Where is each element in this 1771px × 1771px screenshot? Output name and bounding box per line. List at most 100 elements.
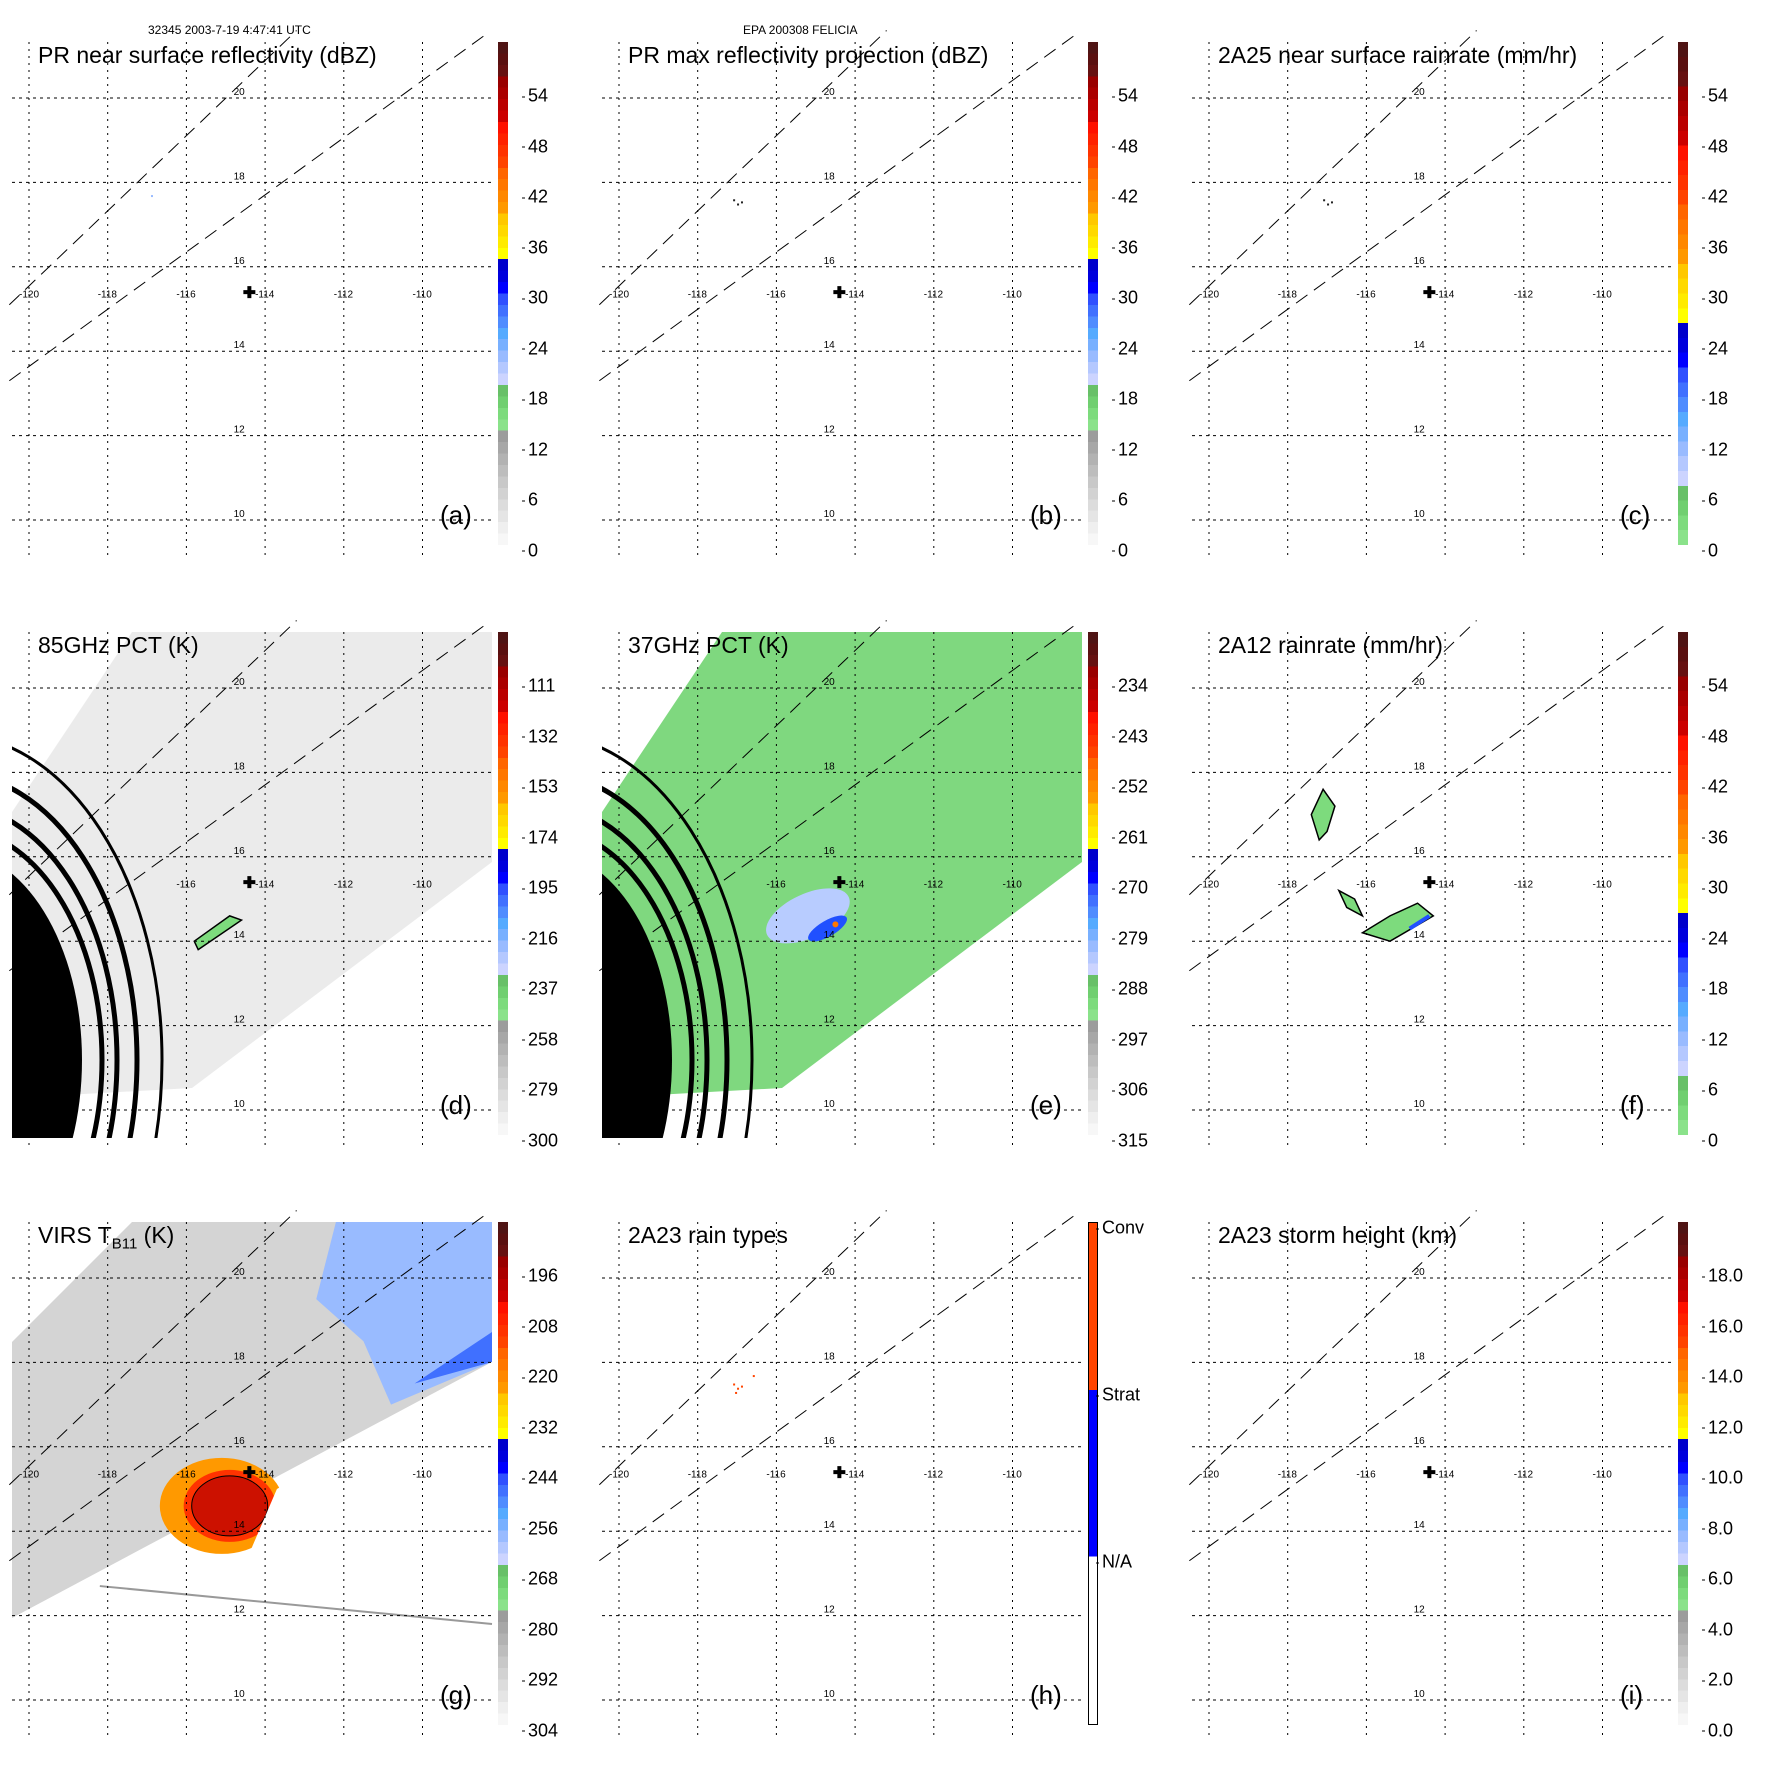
colorbar-tick-label: 42	[1111, 186, 1139, 207]
lat-tick-label: 10	[234, 1099, 246, 1110]
lon-tick-label: -116	[1356, 289, 1376, 300]
swath-area	[12, 632, 492, 1098]
lon-tick-label: -118	[98, 289, 118, 300]
storm-center-marker	[1423, 1466, 1436, 1479]
colorbar-tick-label: 30	[521, 287, 549, 308]
colorbar-tick-label: 18	[1111, 388, 1139, 409]
colorbar-tick-label: 0	[1701, 1130, 1719, 1150]
lon-tick-label: -120	[1199, 1469, 1219, 1480]
colorbar-tick-label: 270	[1111, 877, 1149, 898]
lon-tick-label: -116	[766, 1469, 786, 1480]
storm-center-marker	[833, 286, 846, 299]
lat-tick-label: 14	[234, 340, 246, 351]
colorbar-tick-label: 300	[521, 1130, 559, 1150]
panel-title: PR near surface reflectivity (dBZ)	[38, 42, 377, 68]
swath-edge	[9, 34, 486, 382]
colorbar-tick-label: 54	[1111, 85, 1139, 106]
colorbar-tick-label: 216	[521, 928, 559, 948]
lat-tick-label: 18	[234, 171, 246, 182]
colorbar-tick-label: 6	[1111, 489, 1129, 510]
lon-tick-label: -120	[19, 289, 39, 300]
lon-tick-label: -112	[1514, 1469, 1534, 1480]
colorbar-tick-label: 174	[521, 827, 559, 847]
storm-center-marker	[243, 876, 256, 889]
lon-tick-label: -118	[1278, 1469, 1298, 1480]
cold-region	[766, 888, 850, 944]
lat-tick-label: 20	[1414, 87, 1426, 98]
lon-tick-label: -118	[1278, 879, 1298, 890]
colorbar-tick-label: 6	[1701, 1079, 1719, 1100]
panel-e: -116 -114 -112 -110 20 18 16 14 12 10 37GHz PCT (K…	[590, 590, 1180, 1180]
lon-tick-label: -112	[334, 1469, 354, 1480]
colorbar-tick-label: 12.0	[1701, 1417, 1744, 1437]
colorbar-tick-label: 280	[521, 1619, 559, 1639]
colorbar	[1678, 42, 1688, 545]
colorbar-tick-label: 132	[521, 726, 559, 746]
colorbar-tick-label: 36	[1701, 237, 1729, 257]
lon-tick-label: -110	[1593, 289, 1613, 300]
lat-tick-label: 14	[1414, 930, 1426, 941]
lat-tick-label: 18	[234, 761, 246, 772]
swath-edge	[598, 30, 887, 306]
colorbar-tick-label: 30	[1701, 877, 1729, 898]
swath-edge	[8, 620, 297, 896]
colorbar-tick-label: 24	[1111, 338, 1139, 358]
lon-tick-label: -112	[924, 289, 944, 300]
lat-tick-label: 10	[824, 1099, 836, 1110]
lon-tick-label: -116	[176, 879, 196, 890]
colorbar-tick-label: 304	[521, 1720, 559, 1740]
colorbar-tick-label: 243	[1111, 726, 1149, 746]
lat-tick-label: 16	[824, 256, 836, 267]
lat-tick-label: 16	[1414, 1436, 1426, 1447]
colorbar-tick-label: 36	[1111, 237, 1139, 257]
lon-tick-label: -116	[176, 1469, 196, 1480]
lat-tick-label: 10	[234, 509, 246, 520]
colorbar-tick-label: 153	[521, 776, 559, 797]
colorbar-tick-label: 54	[1701, 675, 1729, 696]
lon-tick-label: -114	[255, 289, 275, 300]
colorbar-tick-label: 16.0	[1701, 1316, 1744, 1336]
swath-edge	[1189, 1214, 1666, 1562]
colorbar-tick-label: 48	[1111, 136, 1139, 156]
lat-tick-label: 20	[1414, 1267, 1426, 1278]
colorbar-tick-label: 24	[1701, 338, 1729, 358]
lat-tick-label: 12	[234, 425, 246, 436]
lon-tick-label: -114	[845, 879, 865, 890]
colorbar-tick-label: 48	[1701, 136, 1729, 156]
lon-tick-label: -116	[1356, 879, 1376, 890]
echo-pixel	[737, 203, 740, 206]
lat-tick-label: 14	[234, 1520, 246, 1531]
colorbar-tick-label: 48	[1701, 726, 1729, 746]
colorbar	[498, 42, 508, 545]
conv-pixel	[733, 1383, 736, 1386]
map-f: -120 -118 -116 -114 -112 -110 20 18 16 14 12 10	[1188, 620, 1672, 1146]
colorbar-tick-label: 6	[521, 489, 539, 510]
panel-b: -120 -118 -116 -114 -112 -110 20 18 16 14 12 10 PR m…	[590, 0, 1180, 590]
panel-h: -120 -118 -116 -114 -112 -110 20 18 16 14 12 10 2A23…	[590, 1180, 1180, 1770]
colorbar-tick-label: 12	[521, 439, 549, 459]
rain-patch	[1337, 888, 1365, 918]
lon-tick-label: -112	[1514, 879, 1534, 890]
lat-tick-label: 12	[1414, 425, 1426, 436]
lon-tick-label: -120	[609, 1469, 629, 1480]
panel-f: -120 -118 -116 -114 -112 -110 20 18 16 14 12 10 2A12…	[1180, 590, 1770, 1180]
storm-center-marker	[1423, 876, 1436, 889]
colorbar-tick-label: 30	[1111, 287, 1139, 308]
panel-title: 37GHz PCT (K)	[628, 632, 789, 658]
colorbar-tick-label: 232	[521, 1417, 559, 1437]
lon-tick-label: -114	[1435, 289, 1455, 300]
panel-label: (a)	[440, 500, 472, 530]
storm-center-marker	[243, 286, 256, 299]
lat-tick-label: 12	[824, 425, 836, 436]
lon-tick-label: -114	[845, 289, 865, 300]
panel-title: 2A23 rain types	[628, 1222, 788, 1248]
colorbar-tick-label: 244	[521, 1467, 559, 1488]
lon-tick-label: -112	[924, 1469, 944, 1480]
lon-tick-label: -118	[688, 1469, 708, 1480]
lat-tick-label: 20	[234, 87, 246, 98]
colorbar-tick-label: 12	[1701, 439, 1729, 459]
lat-tick-label: 14	[1414, 340, 1426, 351]
map-h: -120 -118 -116 -114 -112 -110 20 18 16 14 12 10	[598, 1210, 1082, 1736]
lat-tick-label: 14	[824, 340, 836, 351]
lon-tick-label: -112	[924, 879, 944, 890]
